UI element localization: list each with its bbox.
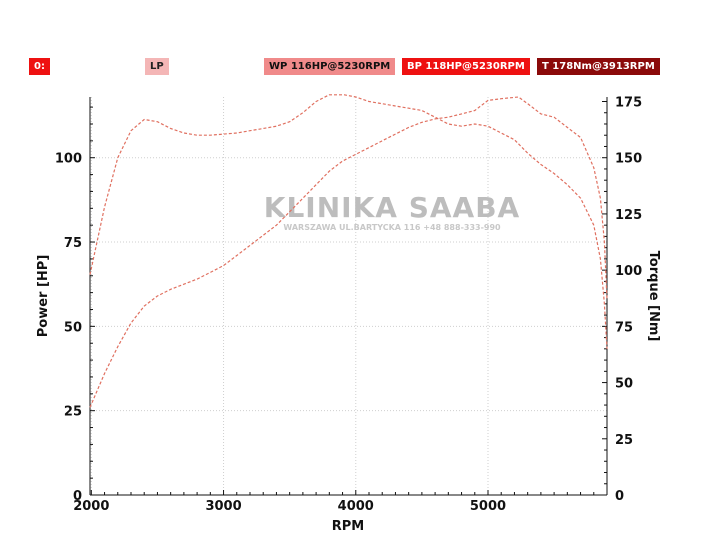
x-tick-label: 5000 [470,499,506,514]
x-axis-title: RPM [332,519,364,534]
watermark: KLINIKA SAABA WARSZAWA UL.BARTYCKA 116 +… [264,191,520,232]
legend-lp-badge: LP [145,58,169,75]
legend-zero-badge: 0: [29,58,50,75]
legend-bp-badge: BP 118HP@5230RPM [402,58,530,75]
legend-wp-badge: WP 116HP@5230RPM [264,58,396,75]
y-tick-label: 100 [55,152,82,167]
y2-tick-label: 100 [615,264,642,279]
y-axis-title: Power [HP] [36,255,51,338]
y2-tick-label: 125 [615,208,642,223]
y2-tick-label: 0 [615,489,624,504]
y-tick-label: 25 [64,405,82,420]
y2-tick-label: 75 [615,320,633,335]
power-curve-line [89,96,608,408]
x-tick-label: 3000 [205,499,241,514]
x-tick-label: 2000 [73,499,109,514]
axes: 2000 3000 4000 5000 0 25 50 75 100 0 25 50 75 100 125 1… [55,95,642,514]
y2-axis-title: Torque [Nm] [646,251,661,342]
y2-tick-label: 25 [615,433,633,448]
y2-tick-label: 50 [615,377,633,392]
y2-tick-label: 175 [615,95,642,110]
x-tick-label: 4000 [338,499,374,514]
torque-curve-line [89,94,608,349]
watermark-title: KLINIKA SAABA [264,191,520,224]
grid-lines [90,97,607,495]
y-tick-label: 75 [64,236,82,251]
y-tick-label: 0 [73,489,82,504]
legend-t-badge: T 178Nm@3913RPM [537,58,660,75]
watermark-subtitle: WARSZAWA UL.BARTYCKA 116 +48 888-333-990 [283,223,501,232]
legend-bar: 0: LP WP 116HP@5230RPM BP 118HP@5230RPM … [0,58,708,76]
series-lines [89,94,608,408]
y2-tick-label: 150 [615,152,642,167]
y-tick-label: 50 [64,320,82,335]
